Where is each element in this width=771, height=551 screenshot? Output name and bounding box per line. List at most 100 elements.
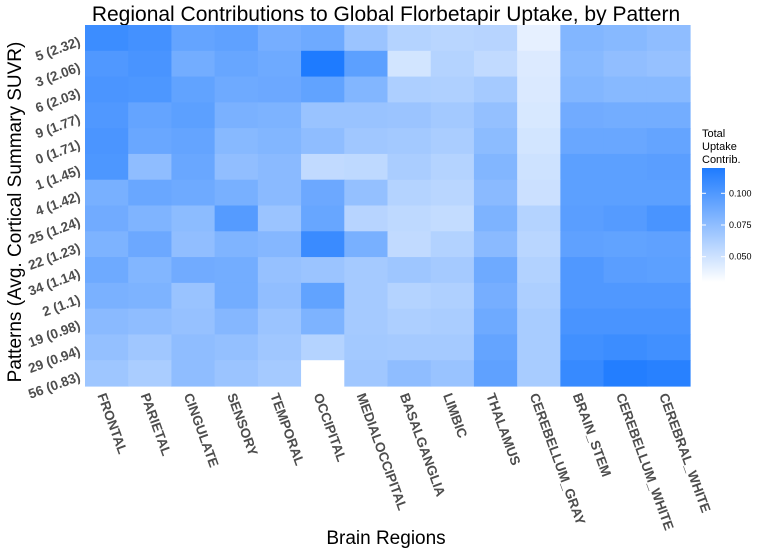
heatmap-cell [517,128,561,155]
heatmap-cell [517,282,561,310]
heatmap-cell [214,102,259,129]
heatmap-cell [646,231,691,258]
heatmap-cell [430,282,475,310]
heatmap-cell [301,102,345,129]
heatmap-cell [301,231,345,258]
heatmap-cell [473,334,518,361]
heatmap-cell [473,308,518,336]
heatmap-cell [128,205,173,232]
heatmap-cell [560,179,605,207]
heatmap-cell [430,334,475,361]
heatmap-cell [171,257,216,284]
heatmap-cell [430,102,475,129]
heatmap-cell [517,76,561,103]
heatmap-cell [517,360,561,387]
heatmap-cell [128,153,173,181]
y-tick-label: 1 (1.45) [33,163,82,193]
heatmap-cell [430,25,475,52]
x-tick-label: THALAMUS [483,391,523,467]
heatmap-cell [473,128,518,155]
heatmap-cell [344,257,389,284]
heatmap-cell [560,308,605,336]
heatmap-cell [128,334,173,361]
heatmap-cell [517,205,561,232]
heatmap-cell [301,153,345,181]
heatmap-cell [301,205,345,232]
heatmap-cell [430,179,475,207]
heatmap-cell [387,76,432,103]
x-axis-title: Brain Regions [326,528,445,549]
heatmap-cell [603,257,648,284]
heatmap-cell [85,76,129,103]
heatmap-cell [128,308,173,336]
heatmap-cell [560,102,605,129]
heatmap-cell [344,231,389,258]
heatmap-cell [517,179,561,207]
legend-title-line-2: Uptake [702,141,737,153]
heatmap-cell [128,179,173,207]
heatmap-cell [301,50,345,78]
heatmap-cell [473,360,518,387]
heatmap-cell [517,25,561,52]
heatmap-cell [387,50,432,78]
heatmap-cell [171,179,216,207]
heatmap-cell [430,76,475,103]
heatmap-cell [257,334,302,361]
heatmap-cell [257,360,302,387]
legend-tick-label: 0.075 [729,220,752,230]
heatmap-cell [430,308,475,336]
heatmap-cell [85,308,129,336]
heatmap-cell [171,128,216,155]
heatmap-cell [128,76,173,103]
chart-title: Regional Contributions to Global Florbet… [92,3,680,26]
x-tick-label: CINGULATE [181,391,222,469]
heatmap-cell [646,334,691,361]
heatmap-cell [214,282,259,310]
heatmap-cell [646,102,691,129]
heatmap-cell [128,25,173,52]
x-tick-label: PARIETAL [138,391,174,458]
heatmap-cell [430,360,475,387]
heatmap-cell [603,50,648,78]
heatmap-cell [214,153,259,181]
heatmap-cell [473,102,518,129]
heatmap-cell [646,179,691,207]
heatmap-cell [387,360,432,387]
heatmap-cell [344,360,389,387]
heatmap-cell [171,360,216,387]
heatmap-cell [301,282,345,310]
heatmap-cell [603,231,648,258]
heatmap-cell [387,231,432,258]
heatmap-cell [214,76,259,103]
heatmap-cell [387,153,432,181]
heatmap-cell [387,128,432,155]
heatmap-cell [214,179,259,207]
x-tick-label: BASALGANGLIA [397,391,448,499]
heatmap-cell [430,128,475,155]
heatmap-cell [128,257,173,284]
x-tick-label: MEDIALOCCIPITAL [354,391,410,512]
heatmap-cell [257,282,302,310]
heatmap-cell [301,25,345,52]
heatmap-cell [387,257,432,284]
heatmap-cell [344,205,389,232]
heatmap-cell [85,231,129,258]
heatmap-cell [387,179,432,207]
heatmap-cell [517,231,561,258]
heatmap-cell [85,334,129,361]
heatmap-cell [344,179,389,207]
heatmap-cell [257,128,302,155]
heatmap-cell [214,231,259,258]
heatmap-cell [214,360,259,387]
heatmap-cell [85,257,129,284]
heatmap-cell [128,231,173,258]
legend-title-line-1: Total [702,128,725,140]
heatmap-cell [85,128,129,155]
y-tick-label: 5 (2.32) [33,34,82,64]
y-tick-label: 0 (1.71) [33,137,82,167]
heatmap-cell [560,50,605,78]
heatmap-cell [257,102,302,129]
heatmap-cell [473,231,518,258]
heatmap-cell [128,128,173,155]
heatmap-cell [301,76,345,103]
